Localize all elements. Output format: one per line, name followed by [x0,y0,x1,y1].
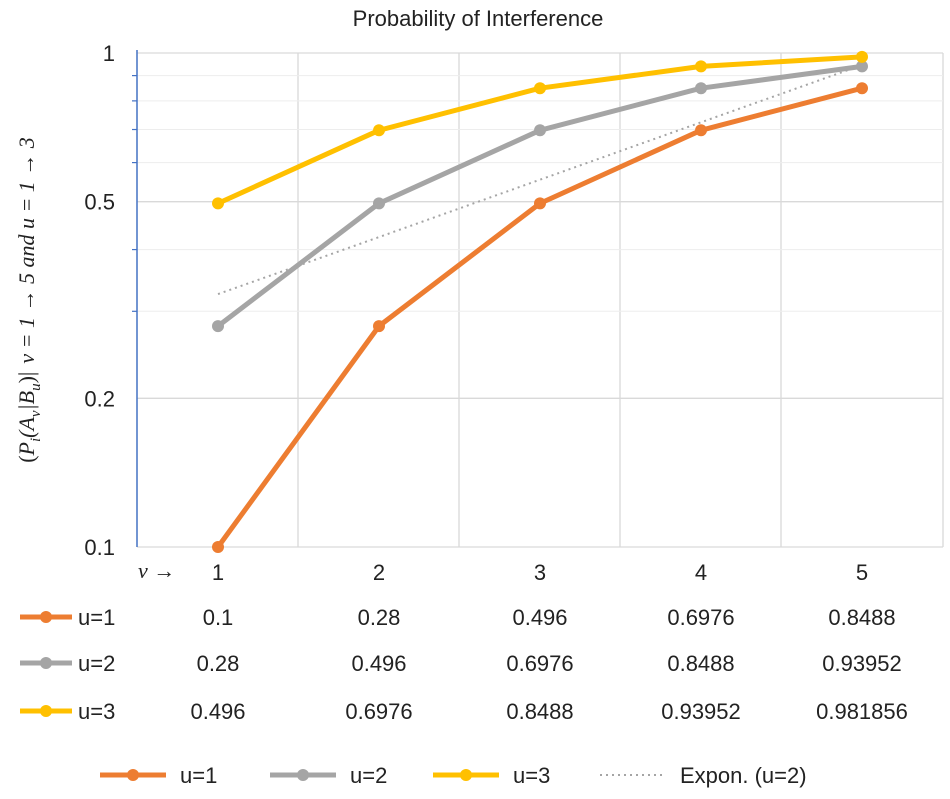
legend-label: Expon. (u=2) [680,763,807,788]
y-axis-title-text: (Pi(Av|Bu)|v = 1 → 5 and u = 1 → 3 [14,137,44,463]
data-point [373,124,385,137]
legend-marker [127,769,139,781]
table-row-label: u=1 [78,605,115,630]
table-cell: 0.8488 [506,699,573,724]
data-point [695,124,707,137]
series-u3 [212,50,868,210]
y-tick-label: 1 [103,41,115,66]
legend-label: u=3 [513,763,550,788]
data-point [695,60,707,73]
legend-label: u=2 [350,763,387,788]
table-legend-marker [40,705,52,717]
data-point [695,82,707,95]
data-table: u=1 0.1 0.28 0.496 0.6976 0.8488 u=2 0.28 0.496 0… [20,605,908,724]
table-cell: 0.6976 [667,605,734,630]
x-tick-label: 5 [856,560,868,585]
chart-title: Probability of Interference [353,6,604,31]
table-cell: 0.28 [197,651,240,676]
legend-label: u=1 [180,763,217,788]
trendline-expon-u2 [217,64,863,296]
legend-marker [460,769,472,781]
trendline-layer [217,64,863,296]
series-layer [212,50,868,553]
x-tick-label: 3 [534,560,546,585]
table-cell: 0.6976 [345,699,412,724]
y-tick-label: 0.2 [84,386,115,411]
legend-marker [297,769,309,781]
data-point [856,82,868,95]
y-axis-title: (Pi(Av|Bu)|v = 1 → 5 and u = 1 → 3 [14,137,44,463]
data-point [534,124,546,137]
data-point [212,197,224,210]
data-point [373,197,385,210]
series-u1 [212,82,868,553]
x-axis-title: v → [138,558,175,583]
table-legend-marker [40,611,52,623]
series-line [215,63,865,329]
table-cell: 0.8488 [667,651,734,676]
table-cell: 0.1 [203,605,234,630]
table-cell: 0.496 [512,605,567,630]
table-cell: 0.93952 [661,699,741,724]
y-tick-label: 0.5 [84,190,115,215]
x-tick-label: 2 [373,560,385,585]
table-cell: 0.496 [190,699,245,724]
legend: u=1 u=2 u=3 Expon. (u=2) [100,763,807,788]
table-cell: 0.28 [358,605,401,630]
table-row-label: u=2 [78,651,115,676]
data-point [212,541,224,553]
series-u2 [212,60,868,333]
data-point [534,197,546,210]
x-tick-label: 4 [695,560,707,585]
y-tick-labels: 0.1 0.2 0.5 1 [84,41,137,560]
data-point [856,60,868,73]
data-point [212,320,224,333]
table-cell: 0.496 [351,651,406,676]
x-tick-labels: 1 2 3 4 5 [212,560,868,585]
data-point [373,320,385,333]
table-cell: 0.6976 [506,651,573,676]
table-cell: 0.981856 [816,699,908,724]
table-cell: 0.93952 [822,651,902,676]
x-tick-label: 1 [212,560,224,585]
table-legend-marker [40,657,52,669]
data-point [856,50,868,63]
y-tick-label: 0.1 [84,535,115,560]
table-cell: 0.8488 [828,605,895,630]
data-point [534,82,546,95]
table-row-label: u=3 [78,699,115,724]
